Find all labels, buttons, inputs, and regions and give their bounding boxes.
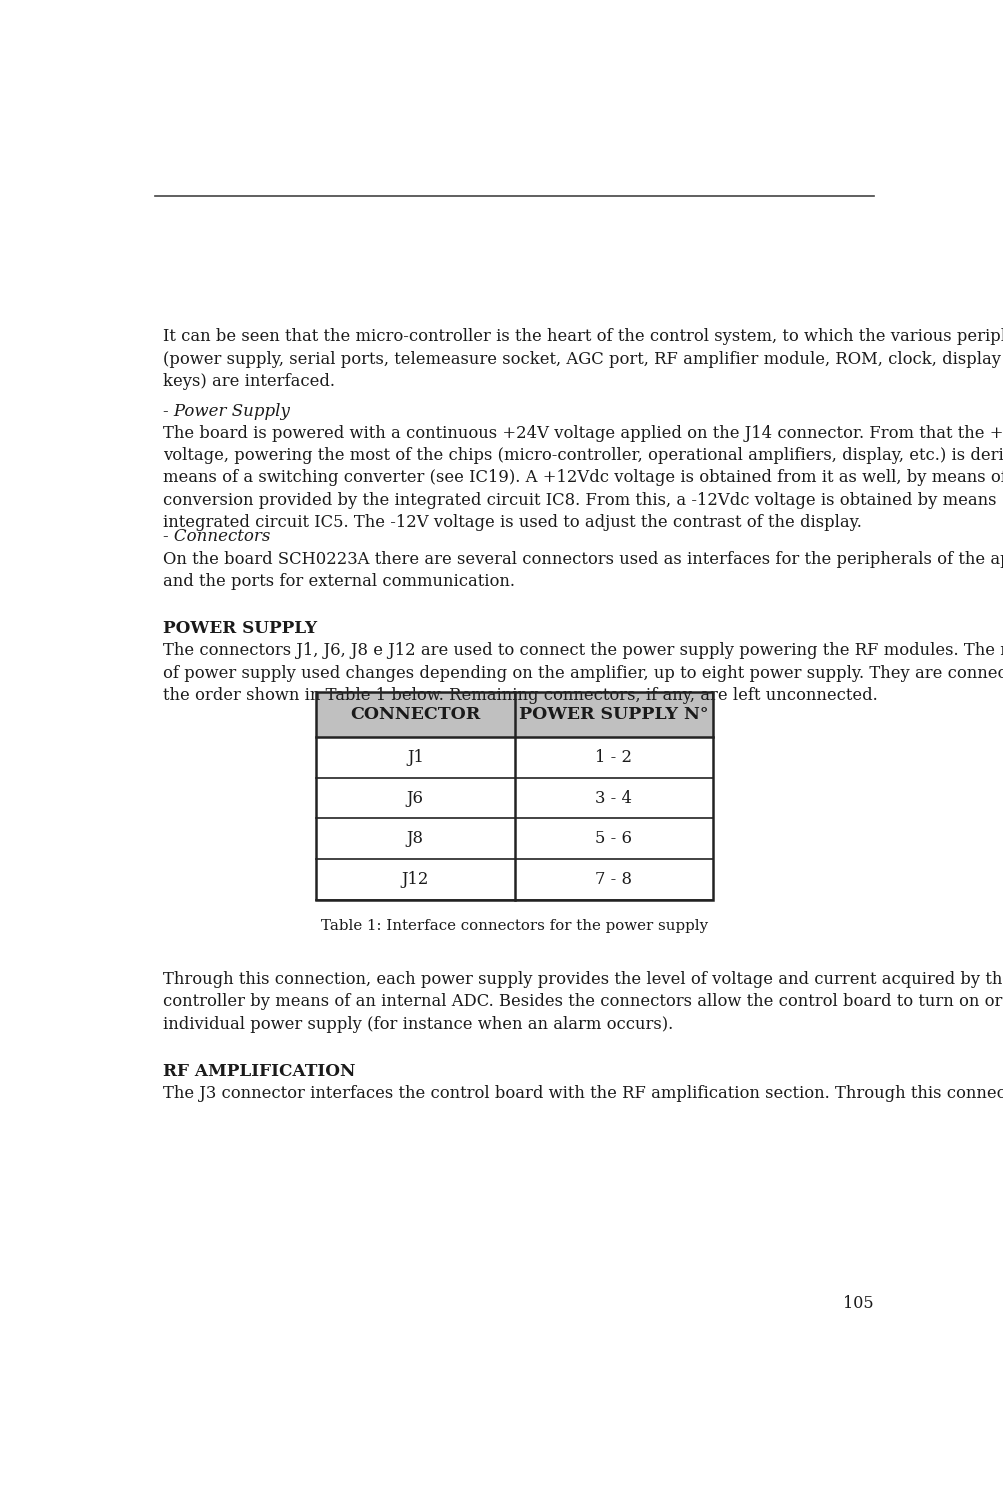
Text: 105: 105 xyxy=(843,1296,874,1312)
Text: - Connectors: - Connectors xyxy=(162,528,270,544)
Text: The connectors J1, J6, J8 e J12 are used to connect the power supply powering th: The connectors J1, J6, J8 e J12 are used… xyxy=(162,642,1003,703)
Text: 5 - 6: 5 - 6 xyxy=(595,830,632,848)
Bar xyxy=(316,691,712,900)
Text: J8: J8 xyxy=(406,830,423,848)
Text: Through this connection, each power supply provides the level of voltage and cur: Through this connection, each power supp… xyxy=(162,971,1003,1033)
Text: POWER SUPPLY N°: POWER SUPPLY N° xyxy=(519,706,708,723)
Text: 3 - 4: 3 - 4 xyxy=(595,789,632,807)
Text: RF AMPLIFICATION: RF AMPLIFICATION xyxy=(162,1064,355,1081)
Bar xyxy=(316,691,712,736)
Text: J6: J6 xyxy=(406,789,423,807)
Text: On the board SCH0223A there are several connectors used as interfaces for the pe: On the board SCH0223A there are several … xyxy=(162,550,1003,591)
Text: J12: J12 xyxy=(401,872,428,888)
Text: The J3 connector interfaces the control board with the RF amplification section.: The J3 connector interfaces the control … xyxy=(162,1085,1003,1102)
Text: - Power Supply: - Power Supply xyxy=(162,403,290,419)
Text: The board is powered with a continuous +24V voltage applied on the J14 connector: The board is powered with a continuous +… xyxy=(162,424,1003,532)
Text: POWER SUPPLY: POWER SUPPLY xyxy=(162,621,317,637)
Text: CONNECTOR: CONNECTOR xyxy=(350,706,480,723)
Text: 7 - 8: 7 - 8 xyxy=(595,872,632,888)
Text: 1 - 2: 1 - 2 xyxy=(595,748,632,765)
Text: J1: J1 xyxy=(406,748,423,765)
Text: It can be seen that the micro-controller is the heart of the control system, to : It can be seen that the micro-controller… xyxy=(162,329,1003,391)
Text: Table 1: Interface connectors for the power supply: Table 1: Interface connectors for the po… xyxy=(321,918,707,933)
